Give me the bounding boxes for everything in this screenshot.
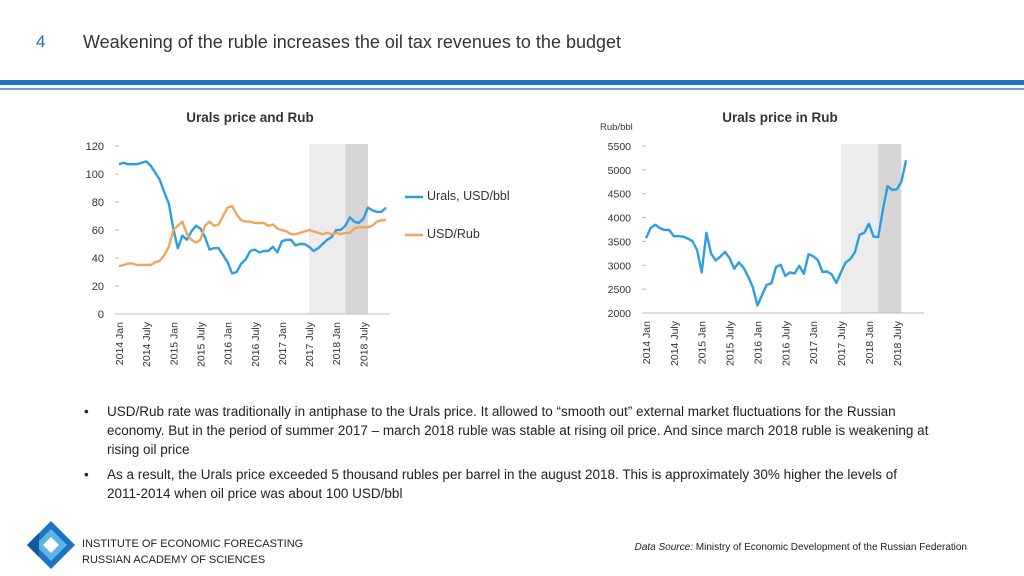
header-rule: [0, 80, 1024, 85]
org-line-2: RUSSIAN ACADEMY OF SCIENCES: [82, 554, 266, 566]
c2-x-tick-label: 2016 July: [780, 320, 792, 366]
chart2-title: Urals price in Rub: [722, 110, 838, 125]
page-title: Weakening of the ruble increases the oil…: [83, 32, 622, 52]
c1-x-tick-label: 2018 Jan: [331, 322, 343, 365]
bullet-dot: •: [84, 404, 89, 419]
bullet-list: • USD/Rub rate was traditionally in anti…: [82, 402, 932, 509]
c1-y-tick-label: 20: [92, 281, 104, 293]
charts-canvas: Urals price and Rub 0 20 40 60 80 100 120 2014…: [86, 110, 924, 367]
data-source-text: Ministry of Economic Development of the …: [692, 542, 967, 553]
c2-shaded-period-1: [841, 144, 879, 313]
c1-x-tick-label: 2015 July: [195, 321, 207, 367]
c2-y-tick-label: 3500: [608, 236, 632, 248]
c2-x-tick-label: 2016 Jan: [752, 321, 764, 364]
c2-x-tick-label: 2015 July: [725, 320, 737, 366]
footer-organization: INSTITUTE OF ECONOMIC FORECASTING RUSSIA…: [82, 536, 303, 568]
c2-x-tick-label: 2014 Jan: [641, 321, 653, 364]
bullet-text: As a result, the Urals price exceeded 5 …: [107, 467, 897, 501]
c1-y-tick-label: 100: [86, 169, 104, 181]
c1-y-tick-label: 60: [92, 225, 104, 237]
c2-shaded-period-2: [878, 144, 902, 313]
c2-y-tick-label: 5500: [608, 141, 632, 153]
c2-y-tick-label: 2000: [608, 308, 632, 320]
c2-x-tick-label: 2015 Jan: [697, 321, 709, 364]
c1-x-tick-label: 2017 July: [304, 321, 316, 367]
c1-x-tick-label: 2015 Jan: [168, 322, 180, 365]
chart-urals-in-rub: Urals price in Rub Rub/bbl 2000 2500 3000 3…: [600, 110, 924, 366]
bullet-item: • USD/Rub rate was traditionally in anti…: [82, 402, 932, 459]
c1-x-tick-label: 2017 Jan: [277, 322, 289, 365]
c1-y-tick-label: 0: [98, 309, 104, 321]
header-rule-thin: [0, 88, 1024, 90]
c2-x-tick-label: 2018 July: [892, 320, 904, 366]
slide-number: 4: [36, 32, 46, 51]
c2-y-tick-label: 5000: [608, 165, 632, 177]
c2-x-tick-label: 2017 Jan: [808, 321, 820, 364]
org-line-1: INSTITUTE OF ECONOMIC FORECASTING: [82, 538, 304, 550]
c2-y-tick-label: 3000: [608, 260, 632, 272]
c2-y-tick-label: 4000: [608, 213, 632, 225]
c1-y-tick-label: 120: [86, 141, 104, 153]
c2-x-tick-label: 2017 July: [836, 320, 848, 366]
legend-rub-label: USD/Rub: [427, 227, 480, 241]
data-source-label: Data Source:: [634, 542, 693, 553]
c1-x-tick-label: 2016 Jan: [223, 322, 235, 365]
c1-series-line-1: [118, 160, 387, 275]
bullet-item: • As a result, the Urals price exceeded …: [82, 465, 932, 503]
c1-x-tick-label: 2014 Jan: [114, 322, 126, 365]
c1-x-tick-label: 2014 July: [141, 321, 153, 367]
c1-x-tick-label: 2016 July: [250, 321, 262, 367]
chart1-legend: Urals, USD/bbl USD/Rub: [405, 189, 510, 241]
chart1-title: Urals price and Rub: [186, 110, 314, 125]
c2-y-tick-label: 4500: [608, 189, 632, 201]
c1-y-tick-label: 40: [92, 253, 104, 265]
c2-x-tick-label: 2014 July: [669, 320, 681, 366]
c1-y-tick-label: 80: [92, 197, 104, 209]
legend-urals-label: Urals, USD/bbl: [427, 189, 510, 203]
c2-y-tick-label: 2500: [608, 284, 632, 296]
chart2-ylabel: Rub/bbl: [600, 122, 633, 133]
c2-x-tick-label: 2018 Jan: [864, 321, 876, 364]
c2-series-line-1: [644, 160, 908, 307]
c1-x-tick-label: 2018 July: [358, 321, 370, 367]
institute-logo: [27, 521, 75, 569]
data-source: Data Source: Ministry of Economic Develo…: [635, 542, 967, 553]
bullet-dot: •: [84, 467, 89, 482]
bullet-text: USD/Rub rate was traditionally in antiph…: [107, 404, 929, 457]
chart-urals-and-rub: Urals price and Rub 0 20 40 60 80 100 120 2014…: [86, 110, 510, 367]
c1-series-line-2: [118, 204, 386, 268]
